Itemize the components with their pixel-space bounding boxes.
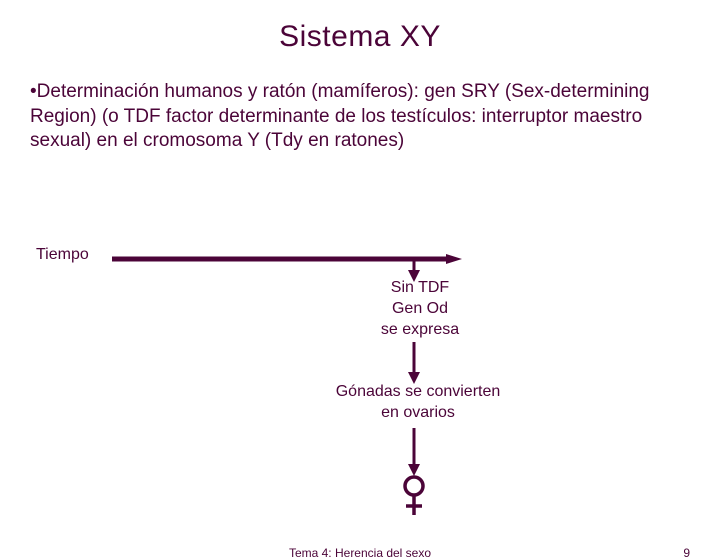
down-arrow-3 [407, 428, 421, 476]
slide-title: Sistema XY [0, 20, 720, 54]
footer-text: Tema 4: Herencia del sexo [0, 546, 720, 560]
time-axis-label: Tiempo [36, 246, 89, 264]
stage-1-block: Sin TDF Gen Od se expresa [330, 278, 510, 340]
body-text-content: Determinación humanos y ratón (mamíferos… [30, 81, 650, 151]
stage2-line2: en ovarios [308, 403, 528, 424]
stage1-line1: Sin TDF [330, 278, 510, 299]
stage1-line3: se expresa [330, 320, 510, 341]
down-arrow-2 [407, 342, 421, 384]
body-paragraph: •Determinación humanos y ratón (mamífero… [30, 80, 690, 154]
stage-2-block: Gónadas se convierten en ovarios [308, 382, 528, 424]
stage2-line1: Gónadas se convierten [308, 382, 528, 403]
female-symbol-icon [400, 475, 428, 517]
stage1-line2: Gen Od [330, 299, 510, 320]
page-number: 9 [683, 546, 690, 560]
bullet: • [30, 81, 37, 102]
